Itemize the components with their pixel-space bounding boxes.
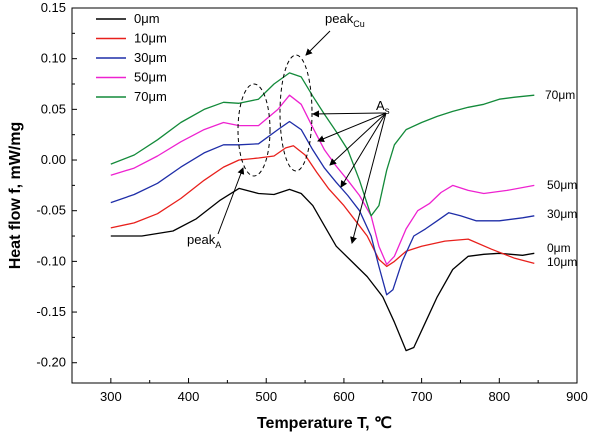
as-arrow	[329, 112, 387, 166]
peak-cu-arrow	[305, 30, 331, 56]
peak-a-arrow	[217, 167, 245, 235]
peak-a-ellipse	[237, 83, 271, 177]
plot-frame	[71, 7, 578, 384]
as-label: As	[376, 98, 390, 117]
series-end-label: 70μm	[545, 88, 575, 102]
x-tick-label: 700	[411, 389, 433, 404]
series-end-label: 50μm	[547, 178, 577, 192]
y-tick-label: 0.05	[41, 101, 66, 116]
y-tick-label: -0.20	[36, 355, 66, 370]
as-arrow	[340, 112, 387, 188]
legend-label: 50μm	[134, 70, 167, 85]
x-tick-label: 600	[333, 389, 355, 404]
series-line-1	[110, 145, 535, 268]
x-tick-label: 400	[178, 389, 200, 404]
legend: 0μm 10μm 30μm 50μm 70μm	[96, 11, 167, 104]
ticks-layer: 300 400 500 600 700 800 900 -0.20 -0.15 -0.10 -0.0…	[36, 0, 587, 404]
as-arrow	[350, 112, 387, 244]
y-tick-label: 0.00	[41, 152, 66, 167]
series-end-label: 30μm	[547, 207, 577, 221]
x-axis-title: Temperature T, ℃	[257, 415, 392, 432]
peak-cu-ellipse	[279, 54, 313, 172]
annotation-layer: peakCu peakA As	[187, 11, 390, 250]
as-arrow	[312, 110, 387, 118]
y-tick-label: 0.10	[41, 51, 66, 66]
legend-label: 30μm	[134, 50, 167, 65]
x-tick-label: 900	[566, 389, 588, 404]
as-arrow	[317, 112, 387, 142]
legend-label: 70μm	[134, 89, 167, 104]
series-end-label: 10μm	[547, 255, 577, 269]
series-line-0	[110, 187, 535, 352]
series-line-3	[110, 94, 535, 266]
y-tick-label: -0.10	[36, 253, 66, 268]
y-tick-label: -0.05	[36, 203, 66, 218]
x-tick-label: 300	[100, 389, 122, 404]
series-end-label: 0μm	[547, 241, 571, 255]
series-line-4	[110, 72, 535, 217]
legend-label: 10μm	[134, 31, 167, 46]
series-line-2	[110, 120, 535, 296]
y-tick-label: 0.15	[41, 0, 66, 15]
legend-label: 0μm	[134, 11, 160, 26]
peak-cu-label: peakCu	[325, 11, 365, 29]
x-tick-label: 500	[255, 389, 277, 404]
y-tick-label: -0.15	[36, 304, 66, 319]
peak-a-label: peakA	[187, 232, 221, 250]
y-axis-title: Heat flow f, mW/mg	[7, 122, 24, 270]
x-tick-label: 800	[488, 389, 510, 404]
